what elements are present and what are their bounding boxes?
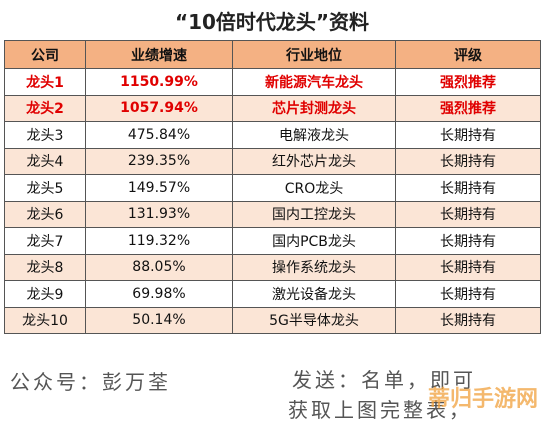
table-cell: 龙头2 xyxy=(4,94,86,122)
table-row: 龙头4 239.35% 红外芯片龙头 长期持有 xyxy=(4,147,541,175)
table-row: 龙头1 1150.99% 新能源汽车龙头 强烈推荐 xyxy=(4,68,541,96)
table-cell: 69.98% xyxy=(85,280,233,308)
header-cell: 业绩增速 xyxy=(85,40,233,69)
table-cell: 龙头4 xyxy=(4,147,86,175)
header-cell: 评级 xyxy=(395,40,541,69)
table-cell: 长期持有 xyxy=(395,121,541,149)
table-cell: 龙头8 xyxy=(4,253,86,281)
table-cell: 龙头5 xyxy=(4,174,86,202)
header-row: 公司 业绩增速 行业地位 评级 xyxy=(4,40,541,69)
table-cell: 电解液龙头 xyxy=(232,121,396,149)
table-body: 龙头1 1150.99% 新能源汽车龙头 强烈推荐 龙头2 1057.94% 芯片封测龙头强… xyxy=(4,68,541,334)
table-cell: 龙头9 xyxy=(4,280,86,308)
table-cell: 88.05% xyxy=(85,253,233,281)
table-cell: 长期持有 xyxy=(395,306,541,334)
table-row: 龙头8 88.05% 操作系统龙头 长期持有 xyxy=(4,253,541,281)
table-cell: 475.84% xyxy=(85,121,233,149)
table-cell: 131.93% xyxy=(85,200,233,228)
table-row: 龙头2 1057.94% 芯片封测龙头 强烈推荐 xyxy=(4,94,541,122)
table-cell: 1150.99% xyxy=(85,68,233,96)
table-row: 龙头6 131.93% 国内工控龙头 长期持有 xyxy=(4,200,541,228)
data-table: 公司 业绩增速 行业地位 评级 龙头1 1150.99% 新能源汽车龙头 强烈推荐 龙头2 10… xyxy=(4,40,541,334)
table-cell: 国内PCB龙头 xyxy=(232,227,396,255)
footer-line: 获取上图完整表， xyxy=(288,398,472,422)
table-cell: 龙头3 xyxy=(4,121,86,149)
footer-account: 公众号：彭万荃 xyxy=(10,370,171,394)
table-cell: 龙头1 xyxy=(4,68,86,96)
footer-line: 发送：名单，即可 xyxy=(292,368,476,392)
table-row: 龙头10 50.14% 5G半导体龙头 长期持有 xyxy=(4,306,541,334)
table-row: 龙头5 149.57% CRO龙头 长期持有 xyxy=(4,174,541,202)
table-cell: 龙头6 xyxy=(4,200,86,228)
table-cell: 149.57% xyxy=(85,174,233,202)
table-cell: 50.14% xyxy=(85,306,233,334)
table-cell: 长期持有 xyxy=(395,174,541,202)
table-cell: 强烈推荐 xyxy=(395,68,541,96)
table-cell: 芯片封测龙头 xyxy=(232,94,396,122)
table-row: 龙头9 69.98% 激光设备龙头 长期持有 xyxy=(4,280,541,308)
table-row: 龙头7 119.32% 国内PCB龙头 长期持有 xyxy=(4,227,541,255)
table-cell: 操作系统龙头 xyxy=(232,253,396,281)
title: “10倍时代龙头”资料 xyxy=(174,10,370,34)
table-cell: 1057.94% xyxy=(85,94,233,122)
table-cell: 长期持有 xyxy=(395,227,541,255)
table-cell: 龙头7 xyxy=(4,227,86,255)
table-cell: 新能源汽车龙头 xyxy=(232,68,396,96)
table-cell: 国内工控龙头 xyxy=(232,200,396,228)
table-cell: 239.35% xyxy=(85,147,233,175)
table-cell: 龙头10 xyxy=(4,306,86,334)
table-cell: 长期持有 xyxy=(395,147,541,175)
table-cell: 长期持有 xyxy=(395,253,541,281)
header-cell: 公司 xyxy=(4,40,86,69)
table-cell: CRO龙头 xyxy=(232,174,396,202)
watermark: 蒂归手游网 xyxy=(427,387,538,412)
table-cell: 长期持有 xyxy=(395,200,541,228)
table-cell: 强烈推荐 xyxy=(395,94,541,122)
table-cell: 长期持有 xyxy=(395,280,541,308)
table-cell: 红外芯片龙头 xyxy=(232,147,396,175)
header-cell: 行业地位 xyxy=(232,40,396,69)
table-cell: 5G半导体龙头 xyxy=(232,306,396,334)
table-row: 龙头3 475.84% 电解液龙头 长期持有 xyxy=(4,121,541,149)
table-cell: 激光设备龙头 xyxy=(232,280,396,308)
table-cell: 119.32% xyxy=(85,227,233,255)
